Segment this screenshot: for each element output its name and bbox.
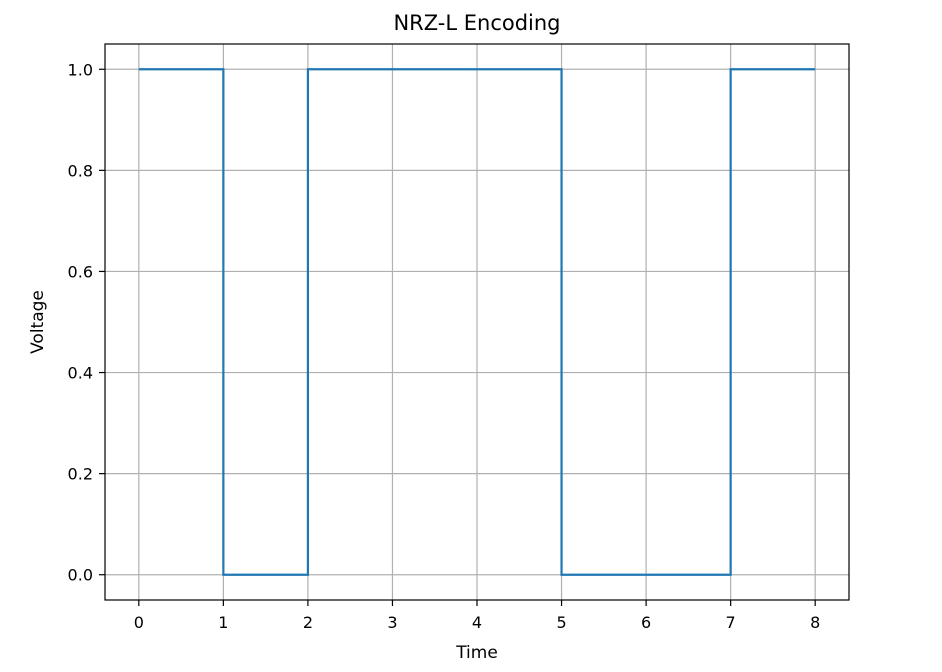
x-tick-label: 4: [472, 613, 482, 632]
chart-title: NRZ-L Encoding: [393, 11, 560, 35]
x-tick-label: 3: [387, 613, 397, 632]
y-tick-label: 0.0: [68, 566, 93, 585]
grid: [105, 44, 849, 600]
x-tick-label: 2: [303, 613, 313, 632]
x-tick-label: 0: [134, 613, 144, 632]
y-tick-label: 1.0: [68, 60, 93, 79]
x-tick-label: 8: [810, 613, 820, 632]
y-axis-label: Voltage: [28, 290, 48, 354]
x-tick-label: 1: [218, 613, 228, 632]
y-tick-label: 0.8: [68, 161, 93, 180]
y-tick-label: 0.2: [68, 465, 93, 484]
y-tick-label: 0.4: [68, 364, 93, 383]
series-line: [138, 68, 816, 576]
x-tick-label: 7: [726, 613, 736, 632]
y-axis: 0.0 0.2 0.4 0.6 0.8 1.0: [68, 60, 105, 585]
series-layer: [138, 68, 816, 576]
x-axis: 0 1 2 3 4 5 6 7 8: [134, 600, 820, 632]
x-tick-label: 5: [556, 613, 566, 632]
y-tick-label: 0.6: [68, 262, 93, 281]
x-tick-label: 6: [641, 613, 651, 632]
x-axis-label: Time: [455, 643, 498, 663]
